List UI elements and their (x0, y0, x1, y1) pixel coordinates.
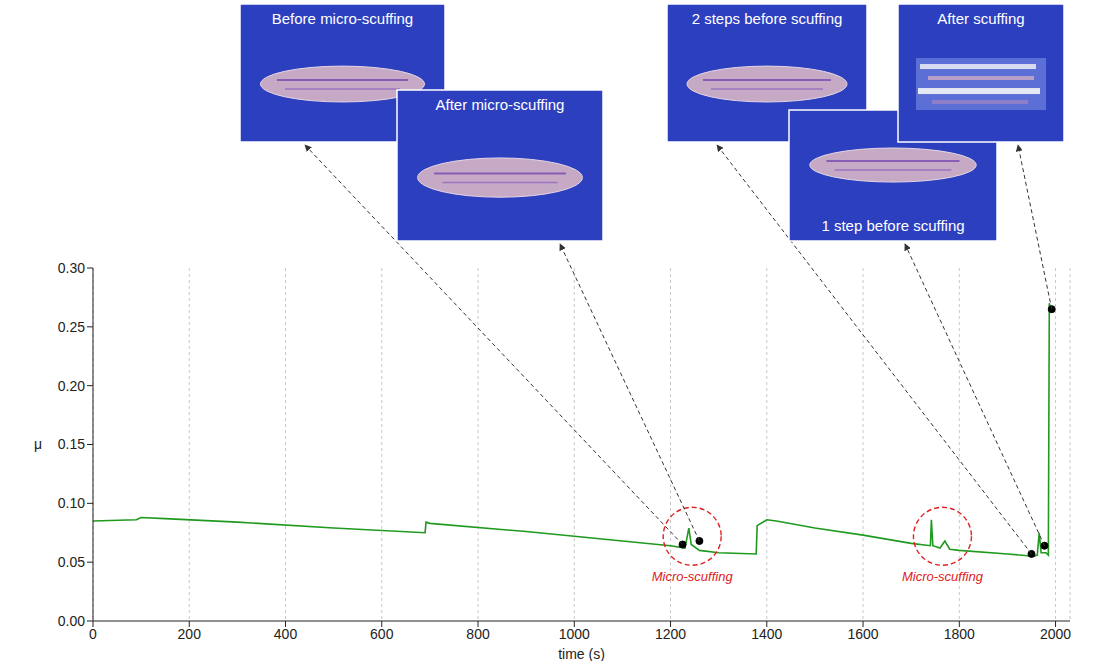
svg-text:800: 800 (466, 626, 490, 642)
svg-text:2000: 2000 (1040, 626, 1071, 642)
svg-text:Micro-scuffing: Micro-scuffing (652, 569, 734, 584)
svg-text:0: 0 (89, 626, 97, 642)
svg-text:0.10: 0.10 (58, 495, 85, 511)
svg-text:1200: 1200 (655, 626, 686, 642)
svg-text:μ: μ (34, 436, 42, 452)
svg-text:2 steps before scuffing: 2 steps before scuffing (692, 10, 843, 27)
svg-text:400: 400 (274, 626, 298, 642)
svg-text:1000: 1000 (559, 626, 590, 642)
svg-text:0.00: 0.00 (58, 613, 85, 629)
svg-text:0.30: 0.30 (58, 260, 85, 276)
svg-text:0.20: 0.20 (58, 378, 85, 394)
svg-text:1800: 1800 (944, 626, 975, 642)
svg-text:1600: 1600 (847, 626, 878, 642)
svg-text:Micro-scuffing: Micro-scuffing (902, 569, 984, 584)
svg-text:0.25: 0.25 (58, 319, 85, 335)
svg-text:1 step before scuffing: 1 step before scuffing (821, 217, 964, 234)
svg-text:0.05: 0.05 (58, 554, 85, 570)
svg-text:time (s): time (s) (558, 646, 605, 661)
svg-text:After scuffing: After scuffing (937, 10, 1024, 27)
svg-text:600: 600 (370, 626, 394, 642)
svg-text:After micro-scuffing: After micro-scuffing (436, 96, 565, 113)
svg-text:200: 200 (178, 626, 202, 642)
svg-text:0.15: 0.15 (58, 436, 85, 452)
svg-text:Before micro-scuffing: Before micro-scuffing (272, 10, 413, 27)
svg-text:1400: 1400 (751, 626, 782, 642)
